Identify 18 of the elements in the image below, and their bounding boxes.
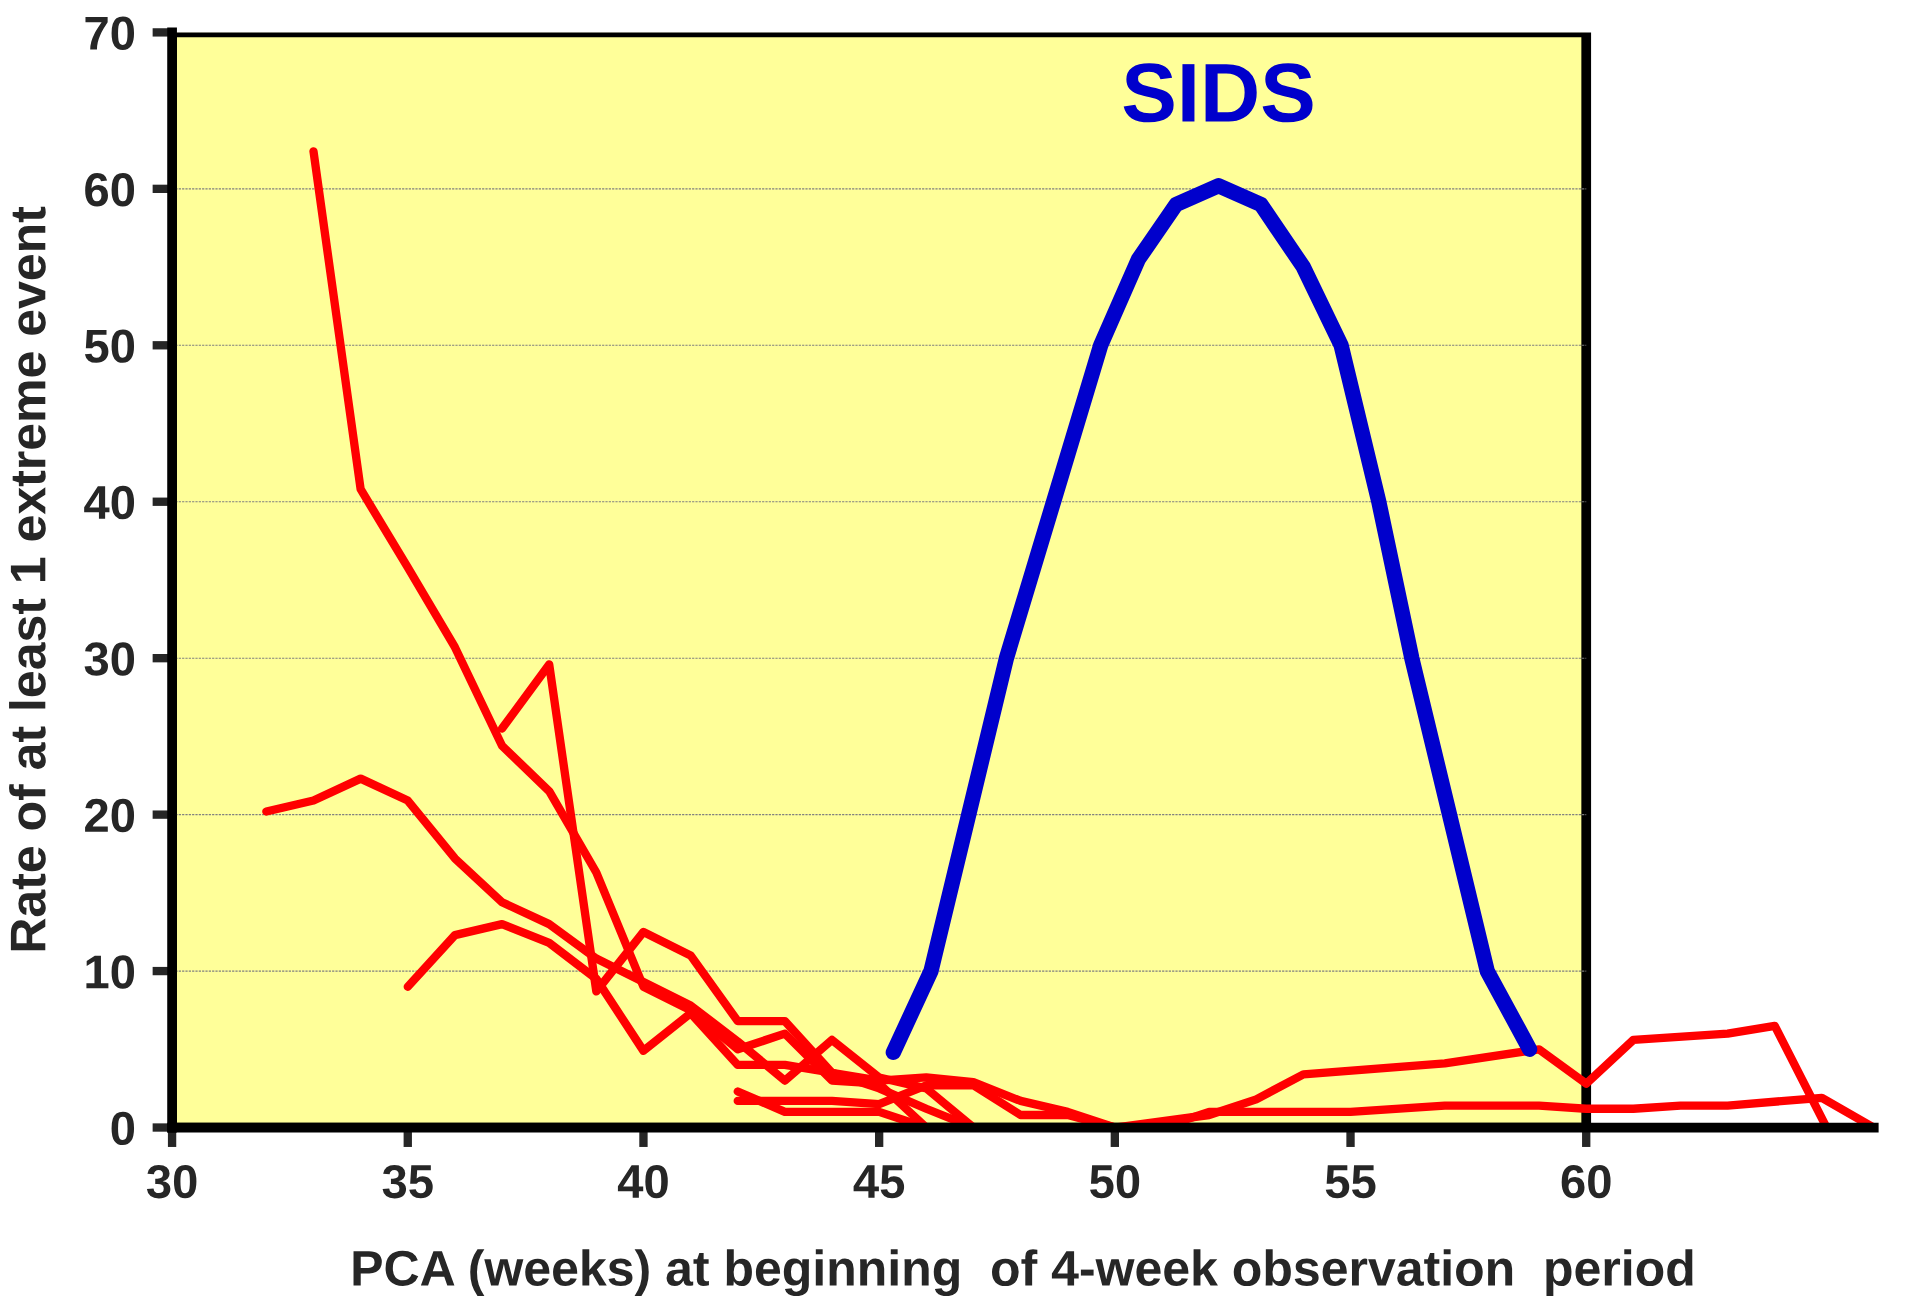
x-tick-label: 35 <box>382 1164 433 1199</box>
x-tick-label: 30 <box>146 1164 197 1199</box>
y-tick-label: 60 <box>85 172 135 207</box>
y-tick-label: 30 <box>84 642 135 676</box>
x-tick-label: 60 <box>1561 1164 1611 1199</box>
y-axis-title: Rate of at least 1 extreme event <box>9 206 46 951</box>
x-tick-label: 55 <box>1325 1165 1376 1199</box>
series-label: SIDS <box>1123 63 1313 123</box>
y-tick-label: 10 <box>86 955 135 989</box>
x-tick-label: 45 <box>853 1165 905 1199</box>
x-axis-title: PCA (weeks) at beginning of 4-week observation period <box>353 1249 1693 1296</box>
x-tick-label: 40 <box>617 1164 668 1199</box>
y-tick-label: 0 <box>111 1111 135 1146</box>
x-tick-label: 50 <box>1090 1164 1140 1199</box>
y-tick-label: 40 <box>84 485 135 520</box>
y-tick-label: 70 <box>85 16 135 50</box>
y-tick-label: 20 <box>85 798 135 833</box>
y-tick-label: 50 <box>84 329 135 363</box>
